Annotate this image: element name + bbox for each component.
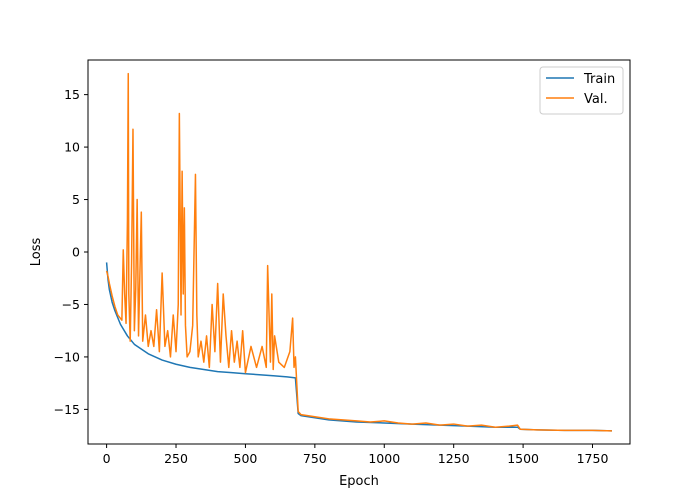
x-tick-label: 0 [103,451,111,466]
legend-label-train: Train [583,72,615,87]
y-tick-label: 0 [72,245,80,260]
x-tick-label: 1250 [438,451,470,466]
y-axis-label: Loss [29,238,44,267]
series-layer [105,72,612,432]
plot-area [88,60,630,444]
y-tick-label: −5 [62,297,80,312]
y-tick-label: 10 [64,140,80,155]
y-tick-label: −15 [54,402,80,417]
y-axis: −15 −10 −5 0 5 10 15 [54,87,88,417]
series-line-val [105,72,612,432]
legend-label-val: Val. [584,92,608,107]
x-tick-label: 1500 [507,451,539,466]
x-axis-label: Epoch [339,474,379,489]
y-tick-label: 5 [72,192,80,207]
y-tick-label: 15 [64,87,80,102]
y-tick-label: −10 [54,349,80,364]
x-tick-label: 750 [303,451,327,466]
x-tick-label: 250 [164,451,188,466]
x-tick-label: 500 [234,451,258,466]
legend: Train Val. [539,66,624,115]
x-tick-label: 1750 [577,451,609,466]
x-axis: 0 250 500 750 1000 1250 1500 1750 [103,444,609,466]
x-tick-label: 1000 [368,451,400,466]
